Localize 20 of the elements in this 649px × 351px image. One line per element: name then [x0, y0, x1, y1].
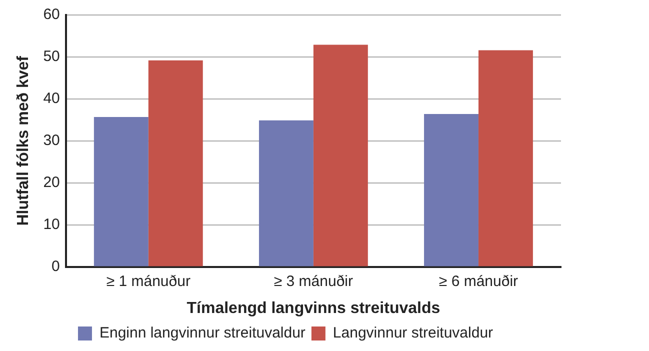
y-tick-label: 60 — [43, 6, 60, 24]
bar — [478, 50, 533, 266]
y-tick-label: 0 — [52, 258, 60, 275]
legend-label: Langvinnur streituvaldur — [332, 324, 494, 342]
bar — [313, 44, 368, 266]
x-tick-label: ≥ 3 mánuðir — [274, 272, 353, 290]
x-tick-label: ≥ 1 mánuður — [106, 272, 190, 290]
legend-label: Enginn langvinnur streituvaldur — [99, 324, 306, 342]
bar — [148, 60, 203, 266]
y-tick-label: 40 — [43, 90, 60, 108]
x-axis-title: Tímalengd langvinns streituvalds — [186, 300, 440, 317]
y-tick-label: 50 — [43, 48, 60, 66]
bar — [94, 116, 148, 266]
y-tick-label: 20 — [43, 174, 60, 192]
bar — [258, 120, 314, 266]
x-tick-label: ≥ 6 mánuðir — [438, 272, 518, 290]
bar — [424, 114, 478, 266]
y-tick-label: 30 — [43, 132, 60, 150]
y-tick-label: 10 — [43, 216, 60, 233]
y-axis-title: Hlutfall fólks með kvef — [15, 55, 32, 226]
